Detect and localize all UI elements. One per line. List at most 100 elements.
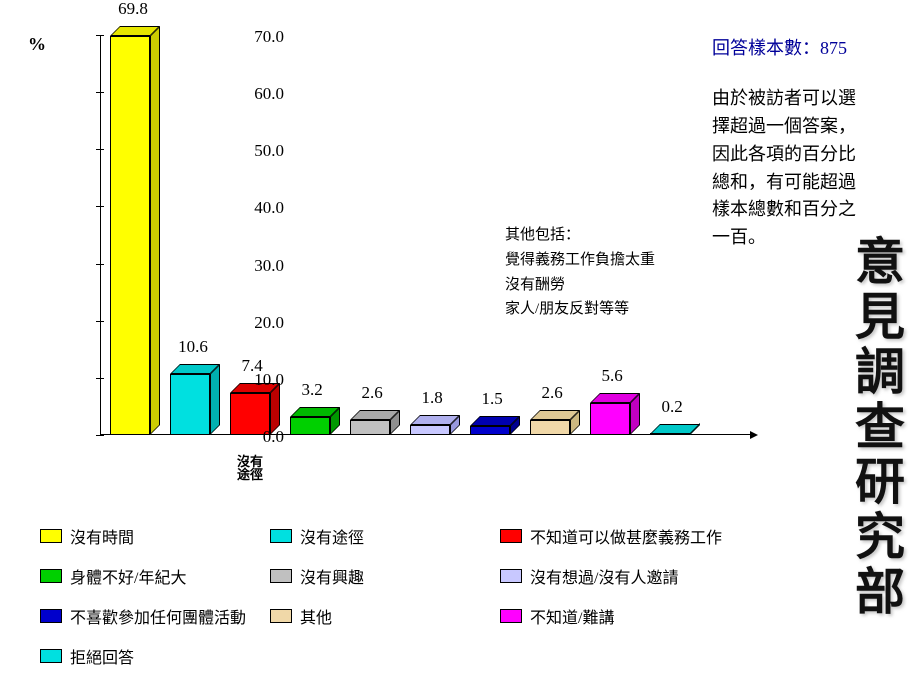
bar-value-label: 2.6	[542, 383, 563, 408]
legend: 沒有時間 沒有途徑 不知道可以做甚麼義務工作身體不好/年紀大 沒有興趣 沒有想過/沒有人…	[40, 524, 740, 684]
legend-item: 拒絕回答	[40, 644, 270, 668]
y-tick	[96, 206, 104, 207]
y-tick-label: 40.0	[254, 198, 284, 218]
sample-label: 回答樣本數：	[712, 38, 820, 58]
bar-value-label: 69.8	[118, 0, 148, 24]
legend-swatch	[270, 529, 292, 543]
y-tick-label: 30.0	[254, 256, 284, 276]
legend-label: 沒有時間	[70, 524, 134, 548]
y-axis-line	[100, 35, 101, 435]
y-tick	[96, 35, 104, 36]
bar: 2.6	[530, 420, 570, 435]
y-tick	[96, 435, 104, 436]
bar: 5.6	[590, 403, 630, 435]
y-tick	[96, 149, 104, 150]
legend-row: 不喜歡參加任何團體活動 其他 不知道/難講	[40, 604, 740, 628]
bar: 69.8	[110, 36, 150, 435]
legend-item: 身體不好/年紀大	[40, 564, 270, 588]
legend-label: 沒有途徑	[300, 524, 364, 548]
bar-value-label: 2.6	[362, 383, 383, 408]
bar-front	[290, 417, 330, 435]
sample-count: 875	[820, 38, 847, 58]
legend-swatch	[40, 529, 62, 543]
bar: 1.5	[470, 426, 510, 435]
bar-front	[530, 420, 570, 435]
bar-value-label: 0.2	[662, 397, 683, 422]
vertical-title-char: 部	[845, 565, 915, 620]
legend-label: 不知道可以做甚麼義務工作	[530, 524, 722, 548]
vertical-title-char: 研	[845, 455, 915, 510]
y-tick	[96, 264, 104, 265]
bar-value-label: 5.6	[602, 366, 623, 391]
legend-item: 沒有想過/沒有人邀請	[500, 564, 730, 588]
bar-front	[650, 433, 690, 435]
y-tick-label: 0.0	[263, 427, 284, 447]
legend-item: 不喜歡參加任何團體活動	[40, 604, 270, 628]
legend-item: 沒有途徑	[270, 524, 500, 548]
bar-value-label: 10.6	[178, 337, 208, 362]
legend-swatch	[500, 569, 522, 583]
legend-swatch	[40, 609, 62, 623]
legend-label: 沒有興趣	[300, 564, 364, 588]
y-axis-label: %	[28, 34, 46, 55]
legend-swatch	[270, 569, 292, 583]
legend-item: 其他	[270, 604, 500, 628]
legend-label: 沒有想過/沒有人邀請	[530, 564, 678, 588]
bar-front	[590, 403, 630, 435]
y-tick-label: 10.0	[254, 370, 284, 390]
bar-value-label: 1.8	[422, 388, 443, 413]
bar-front	[110, 36, 150, 435]
notes-line: 家人/朋友反對等等	[505, 299, 655, 321]
x-axis-labels: 沒有途徑	[60, 445, 750, 485]
legend-row: 沒有時間 沒有途徑 不知道可以做甚麼義務工作	[40, 524, 740, 548]
bar: 1.8	[410, 425, 450, 435]
bar: 10.6	[170, 374, 210, 435]
y-tick-label: 50.0	[254, 141, 284, 161]
y-tick-label: 60.0	[254, 84, 284, 104]
bar: 0.2	[650, 434, 690, 435]
bar-front	[350, 420, 390, 435]
notes-line: 沒有酬勞	[505, 275, 655, 297]
bar-side	[210, 364, 220, 435]
y-tick	[96, 321, 104, 322]
legend-label: 拒絕回答	[70, 644, 134, 668]
legend-swatch	[500, 529, 522, 543]
sample-size: 回答樣本數：875	[712, 35, 872, 63]
vertical-title-char: 見	[845, 290, 915, 345]
legend-item: 沒有時間	[40, 524, 270, 548]
legend-swatch	[40, 649, 62, 663]
y-tick-label: 20.0	[254, 313, 284, 333]
legend-swatch	[270, 609, 292, 623]
x-category-label: 沒有途徑	[235, 455, 265, 481]
side-text: 回答樣本數：875 由於被訪者可以選擇超過一個答案，因此各項的百分比總和，有可能…	[712, 35, 872, 252]
legend-label: 不喜歡參加任何團體活動	[70, 604, 246, 628]
vertical-title-char: 究	[845, 510, 915, 565]
legend-row: 拒絕回答	[40, 644, 740, 668]
bar-value-label: 3.2	[302, 380, 323, 405]
side-note: 由於被訪者可以選擇超過一個答案，因此各項的百分比總和，有可能超過樣本總數和百分之…	[712, 85, 872, 252]
bar-front	[170, 374, 210, 435]
legend-label: 身體不好/年紀大	[70, 564, 186, 588]
notes-title: 其他包括：	[505, 225, 655, 247]
vertical-title-char: 意	[845, 235, 915, 290]
y-tick-label: 70.0	[254, 27, 284, 47]
bar: 3.2	[290, 417, 330, 435]
legend-item: 不知道/難講	[500, 604, 730, 628]
notes-box: 其他包括： 覺得義務工作負擔太重 沒有酬勞 家人/朋友反對等等	[505, 225, 655, 324]
bar: 2.6	[350, 420, 390, 435]
y-tick	[96, 92, 104, 93]
legend-label: 不知道/難講	[530, 604, 614, 628]
legend-swatch	[500, 609, 522, 623]
bar-side	[150, 26, 160, 435]
legend-swatch	[40, 569, 62, 583]
legend-label: 其他	[300, 604, 332, 628]
notes-line: 覺得義務工作負擔太重	[505, 250, 655, 272]
legend-row: 身體不好/年紀大 沒有興趣 沒有想過/沒有人邀請	[40, 564, 740, 588]
bar-value-label: 1.5	[482, 389, 503, 414]
legend-item: 不知道可以做甚麼義務工作	[500, 524, 730, 548]
x-axis-arrow	[750, 431, 758, 439]
bar-front	[410, 425, 450, 435]
bar-front	[470, 426, 510, 435]
vertical-title-char: 查	[845, 400, 915, 455]
legend-item: 沒有興趣	[270, 564, 500, 588]
